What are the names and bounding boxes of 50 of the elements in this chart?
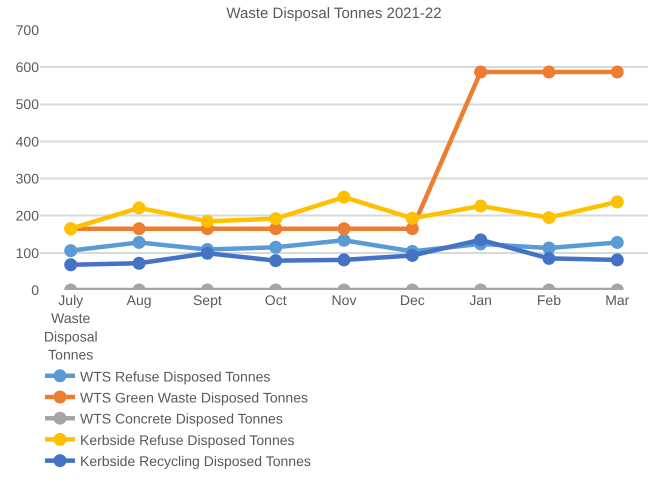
y-tick-label: 500 (16, 96, 40, 112)
point (474, 65, 488, 78)
point (132, 222, 146, 236)
legend-label: WTS Concrete Disposed Tonnes (80, 410, 283, 427)
point (269, 240, 282, 254)
point (610, 65, 624, 78)
x-tick-label: Nov (332, 292, 356, 308)
x-tick-label: Feb (536, 292, 562, 308)
point (269, 212, 282, 226)
point (406, 248, 419, 262)
point (610, 236, 624, 249)
point (64, 258, 78, 272)
point (474, 233, 488, 246)
legend-label: WTS Refuse Disposed Tonnes (80, 368, 270, 384)
legend-label: Kerbside Refuse Disposed Tonnes (80, 432, 295, 448)
y-tick-label: 700 (16, 22, 40, 38)
x-tick-label: Oct (264, 292, 287, 308)
point (542, 252, 556, 265)
x-tick-label: Jan (469, 292, 492, 308)
y-tick-label: 100 (16, 244, 40, 261)
point (338, 222, 350, 236)
point (200, 214, 214, 228)
x-tick-label: Sept (192, 292, 222, 308)
point (200, 246, 214, 260)
point (542, 211, 556, 224)
point (338, 253, 350, 266)
point (269, 254, 282, 268)
y-tick-label: 0 (31, 282, 40, 298)
point (610, 195, 624, 208)
legend-label: WTS Green Waste Disposed Tonnes (80, 389, 308, 406)
point (132, 201, 146, 214)
y-tick-label: 200 (16, 208, 40, 224)
point (338, 190, 350, 204)
x-tick-label: Dec (400, 292, 425, 308)
point (64, 244, 78, 258)
point (338, 234, 350, 247)
point (474, 200, 488, 213)
point (542, 65, 556, 78)
y-tick-label: 600 (16, 59, 40, 76)
chart-title: Waste Disposal Tonnes 2021-22 (226, 4, 442, 22)
y-tick-label: 400 (16, 133, 40, 150)
x-tick-label: Mar (605, 292, 630, 308)
x-tick-label: Aug (126, 292, 152, 308)
point (610, 253, 624, 266)
x-tick-label: July Waste Disposal Tonnes (44, 292, 98, 363)
y-tick-label: 300 (16, 170, 40, 186)
point (132, 236, 146, 249)
point (132, 256, 146, 270)
legend-label: Kerbside Recycling Disposed Tonnes (80, 453, 311, 470)
point (406, 212, 419, 225)
